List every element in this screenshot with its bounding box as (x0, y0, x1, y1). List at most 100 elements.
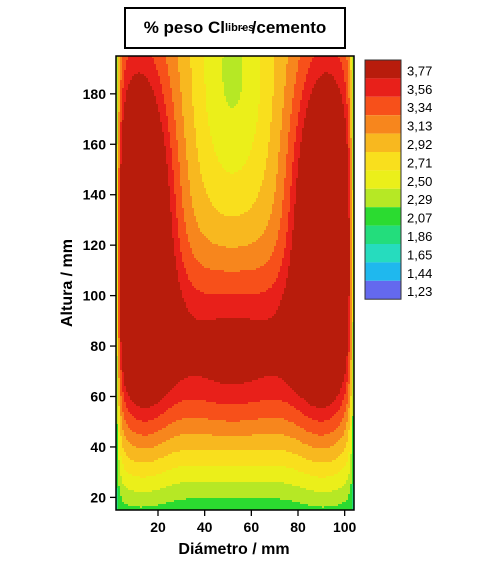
contour-cell (118, 498, 121, 501)
contour-cell (128, 366, 131, 369)
contour-cell (124, 416, 127, 419)
contour-cell (138, 394, 141, 397)
contour-cell (132, 440, 135, 443)
contour-cell (124, 500, 127, 503)
contour-cell (146, 474, 149, 477)
contour-cell (126, 226, 129, 229)
contour-cell (126, 76, 129, 79)
contour-cell (142, 308, 145, 311)
contour-cell (128, 442, 131, 445)
contour-cell (142, 224, 145, 227)
contour-cell (122, 366, 125, 369)
contour-cell (124, 182, 127, 185)
contour-cell (126, 90, 129, 93)
contour-cell (124, 278, 127, 281)
contour-cell (130, 356, 133, 359)
contour-cell (142, 340, 145, 343)
contour-cell (136, 188, 139, 191)
contour-cell (120, 266, 123, 269)
contour-cell (134, 72, 137, 75)
contour-cell (134, 366, 137, 369)
contour-cell (136, 358, 139, 361)
contour-cell (140, 312, 143, 315)
contour-cell (140, 320, 143, 323)
contour-cell (122, 130, 125, 133)
contour-cell (128, 188, 131, 191)
contour-cell (142, 284, 145, 287)
contour-cell (140, 400, 143, 403)
contour-cell (134, 56, 137, 59)
contour-cell (130, 214, 133, 217)
contour-cell (138, 176, 141, 179)
contour-cell (146, 260, 149, 263)
contour-cell (138, 432, 141, 435)
contour-cell (138, 418, 141, 421)
contour-cell (116, 274, 119, 277)
contour-cell (136, 196, 139, 199)
contour-cell (134, 70, 137, 73)
contour-cell (128, 328, 131, 331)
contour-cell (132, 468, 135, 471)
contour-cell (126, 274, 129, 277)
contour-cell (126, 428, 129, 431)
contour-cell (122, 378, 125, 381)
contour-cell (146, 430, 149, 433)
contour-cell (126, 170, 129, 173)
contour-cell (130, 176, 133, 179)
contour-cell (132, 380, 135, 383)
contour-cell (132, 498, 135, 501)
contour-cell (122, 56, 125, 59)
contour-cell (116, 494, 119, 497)
contour-cell (118, 252, 121, 255)
contour-cell (118, 348, 121, 351)
contour-cell (122, 412, 125, 415)
contour-cell (118, 172, 121, 175)
contour-cell (116, 492, 119, 495)
contour-cell (134, 242, 137, 245)
contour-cell (120, 282, 123, 285)
contour-cell (134, 282, 137, 285)
contour-cell (116, 108, 119, 111)
contour-cell (146, 116, 149, 119)
contour-cell (140, 478, 143, 481)
contour-cell (134, 416, 137, 419)
contour-cell (116, 184, 119, 187)
contour-cell (116, 504, 119, 507)
contour-cell (144, 494, 147, 497)
contour-cell (144, 440, 147, 443)
contour-cell (120, 366, 123, 369)
contour-cell (132, 242, 135, 245)
contour-cell (122, 352, 125, 355)
contour-cell (140, 240, 143, 243)
contour-cell (126, 176, 129, 179)
contour-cell (142, 92, 145, 95)
contour-cell (140, 218, 143, 221)
contour-cell (140, 64, 143, 67)
contour-cell (124, 458, 127, 461)
contour-cell (120, 490, 123, 493)
contour-cell (146, 134, 149, 137)
contour-cell (124, 84, 127, 87)
contour-cell (130, 386, 133, 389)
contour-cell (130, 414, 133, 417)
contour-cell (130, 400, 133, 403)
contour-cell (132, 500, 135, 503)
contour-cell (128, 94, 131, 97)
contour-cell (126, 442, 129, 445)
contour-cell (142, 292, 145, 295)
contour-cell (146, 494, 149, 497)
contour-cell (136, 416, 139, 419)
contour-cell (122, 182, 125, 185)
contour-cell (116, 448, 119, 451)
contour-cell (142, 336, 145, 339)
contour-cell (120, 298, 123, 301)
contour-cell (128, 134, 131, 137)
contour-cell (136, 80, 139, 83)
contour-cell (138, 74, 141, 77)
contour-cell (116, 214, 119, 217)
contour-cell (120, 94, 123, 97)
contour-cell (130, 92, 133, 95)
contour-cell (124, 122, 127, 125)
contour-cell (132, 460, 135, 463)
contour-cell (144, 114, 147, 117)
